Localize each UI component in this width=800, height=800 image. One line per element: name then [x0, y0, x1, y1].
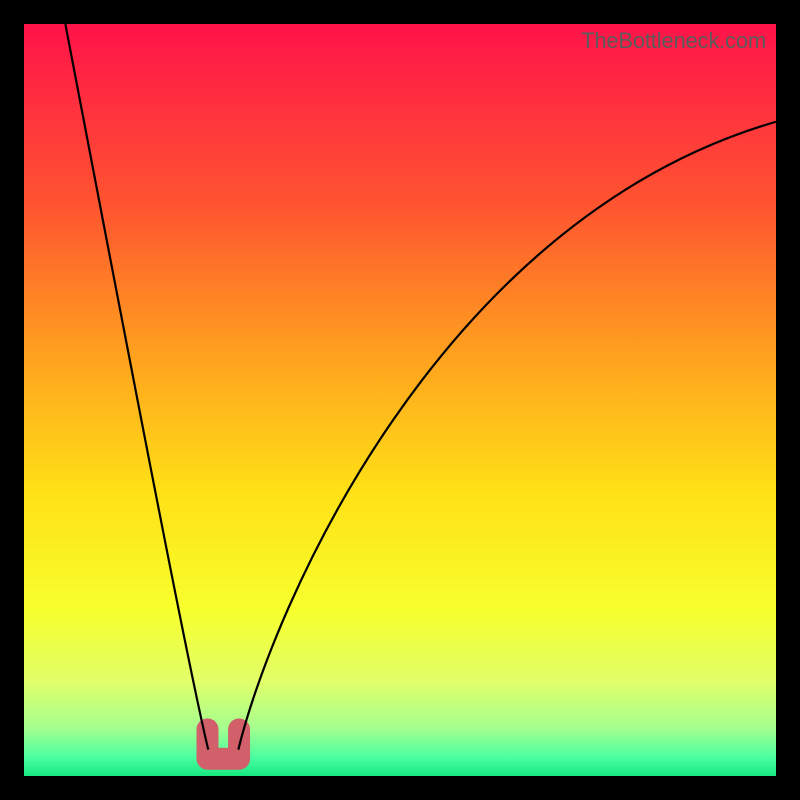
optimal-range-highlight: [207, 729, 239, 758]
watermark: TheBottleneck.com: [581, 28, 766, 54]
bottleneck-curve-left: [65, 24, 208, 750]
chart-frame: TheBottleneck.com: [0, 0, 800, 800]
bottleneck-curve-right: [238, 122, 776, 750]
curve-overlay: [24, 24, 776, 776]
